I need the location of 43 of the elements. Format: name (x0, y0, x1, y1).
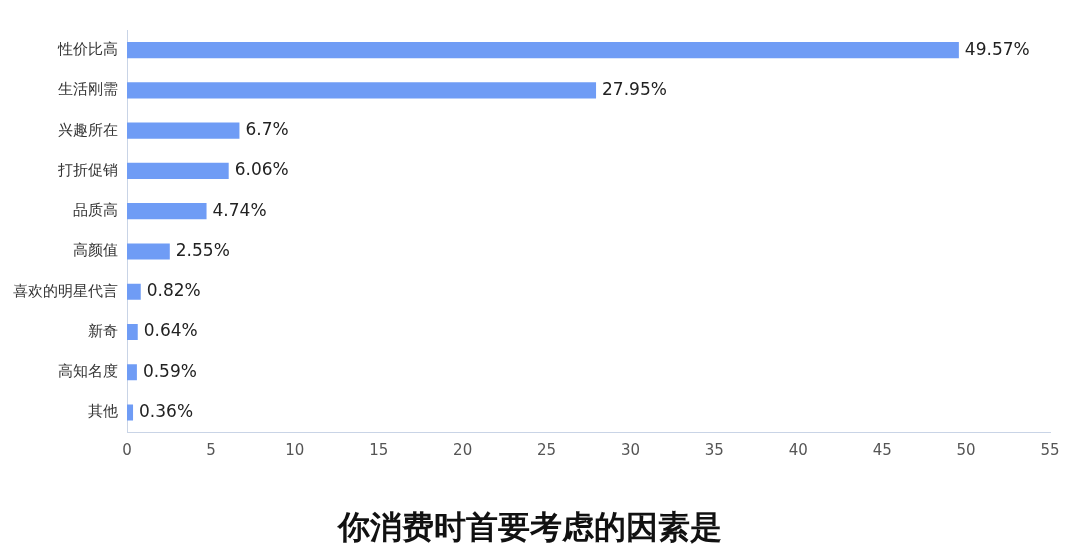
x-tick-label: 55 (1040, 441, 1060, 460)
x-tick-label: 15 (369, 441, 389, 460)
bar (127, 162, 229, 179)
data-label: 0.64% (143, 320, 198, 341)
x-tick-label: 10 (285, 441, 305, 460)
bar (127, 323, 138, 340)
x-tick-label: 50 (956, 441, 976, 460)
data-label: 6.06% (234, 159, 289, 180)
text: 你消费时首要考虑的因素是 (336, 508, 722, 547)
x-tick-label: 45 (872, 441, 892, 460)
data-label: 0.36% (139, 400, 194, 421)
data-label: 0.59% (142, 360, 197, 381)
data-label: 2.55% (175, 239, 230, 260)
bar (127, 203, 207, 220)
y-tick-label: 新奇 (88, 321, 118, 340)
x-tick-label: 20 (453, 441, 473, 460)
y-tick-label: 性价比高 (57, 40, 118, 59)
bar (127, 82, 597, 99)
y-tick-label: 打折促销 (57, 160, 118, 179)
y-tick-label: 品质高 (73, 201, 118, 220)
y-tick-label: 高知名度 (58, 362, 118, 381)
x-tick-label: 0 (122, 441, 132, 460)
data-label: 0.82% (146, 280, 201, 301)
bar (127, 283, 141, 300)
x-tick-label: 5 (206, 441, 216, 460)
bar (127, 243, 170, 260)
bar (127, 122, 240, 139)
bar (127, 404, 134, 421)
bar (127, 42, 959, 59)
y-tick-label: 生活刚需 (58, 80, 118, 99)
x-tick-label: 25 (537, 441, 557, 460)
y-tick-label: 其他 (88, 402, 118, 421)
data-label: 49.57% (964, 38, 1030, 59)
y-tick-label: 兴趣所在 (58, 120, 118, 139)
x-tick-label: 35 (704, 441, 724, 460)
data-label: 6.7% (245, 119, 289, 140)
bar (127, 364, 137, 381)
y-tick-label: 高颜值 (73, 241, 118, 260)
x-tick-label: 30 (620, 441, 640, 460)
data-label: 4.74% (212, 199, 267, 220)
data-label: 27.95% (602, 78, 667, 99)
x-tick-label: 40 (788, 441, 808, 460)
y-tick-label: 喜欢的明星代言 (13, 281, 118, 300)
